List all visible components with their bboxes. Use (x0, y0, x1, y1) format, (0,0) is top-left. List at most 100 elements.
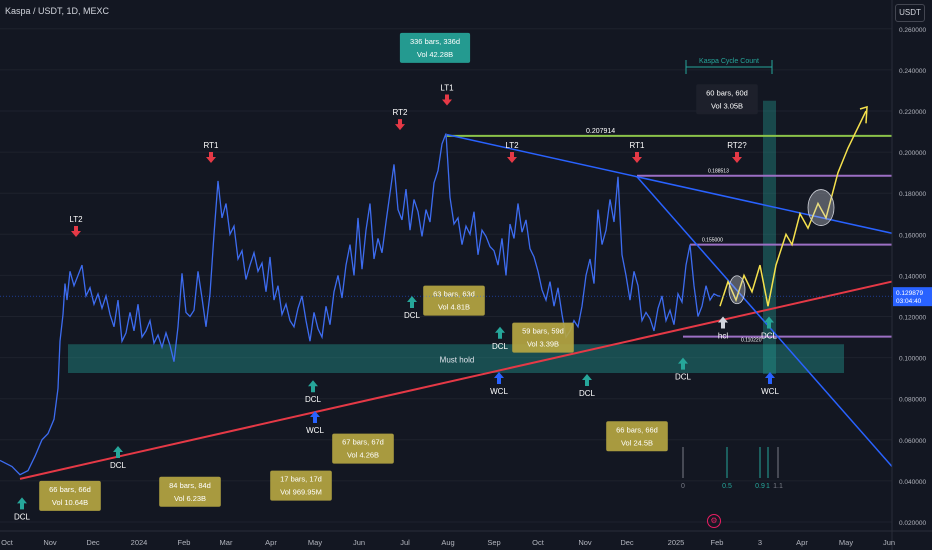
up-arrow-icon (764, 316, 774, 329)
x-tick-label: Apr (265, 538, 277, 547)
x-tick-label: May (839, 538, 853, 547)
down-arrow-icon (71, 225, 81, 237)
up-arrow-icon (113, 445, 123, 458)
up-arrow-icon (310, 411, 320, 424)
up-arrow-icon (308, 380, 318, 393)
level-label: 0.207914 (586, 128, 615, 135)
x-tick-label: Mar (220, 538, 233, 547)
down-arrow-icon (507, 151, 517, 163)
cycle-tick-label: 0.5 (722, 483, 732, 490)
support-trendline (19, 280, 893, 480)
x-tick-label: Feb (178, 538, 191, 547)
level-label: 0.188513 (708, 169, 729, 175)
cycle-column (763, 100, 776, 375)
x-tick-label: Nov (43, 538, 57, 547)
marker-label: DCL (404, 311, 421, 320)
cycle-tick-label: 0.9 (755, 483, 765, 490)
measure-bars: 336 bars, 336d (410, 37, 460, 46)
x-tick-label: Jul (400, 538, 410, 547)
breakdown-trendline (636, 176, 893, 468)
up-arrow-icon (678, 357, 688, 370)
y-tick-label: 0.260000 (899, 27, 926, 34)
x-tick-label: 2024 (131, 538, 148, 547)
measure-volume: Vol 24.5B (621, 438, 653, 447)
marker-label: WCL (761, 387, 779, 396)
marker-label: RT1 (204, 141, 220, 150)
measure-box (332, 433, 394, 464)
measure-box (423, 285, 485, 316)
marker-label: RT1 (630, 141, 646, 150)
measure-volume: Vol 42.28B (417, 50, 453, 59)
cycle-tick-label: 0 (681, 483, 685, 490)
x-tick-label: Oct (1, 538, 14, 547)
y-tick-label: 0.140000 (899, 273, 926, 280)
up-arrow-icon (582, 374, 592, 387)
marker-label: hcl (718, 332, 728, 341)
x-tick-label: Feb (711, 538, 724, 547)
y-tick-label: 0.220000 (899, 109, 926, 116)
measure-bars: 60 bars, 60d (706, 88, 748, 97)
marker-label: DCL (761, 332, 778, 341)
marker-label: RT2 (393, 108, 409, 117)
x-tick-label: Nov (578, 538, 592, 547)
y-tick-label: 0.160000 (899, 232, 926, 239)
currency-button[interactable]: USDT (895, 4, 925, 22)
marker-label: DCL (675, 373, 692, 382)
cycle-tick-label: 1 (766, 483, 770, 490)
down-arrow-icon (395, 119, 405, 131)
marker-label: LT1 (440, 83, 454, 92)
x-tick-label: Jun (883, 538, 895, 547)
up-arrow-icon (407, 295, 417, 308)
x-tick-label: 3 (758, 538, 762, 547)
symbol-title: Kaspa / USDT, 1D, MEXC (5, 6, 110, 16)
down-arrow-icon (732, 151, 742, 163)
marker-label: WCL (490, 387, 508, 396)
measure-volume: Vol 4.26B (347, 451, 379, 460)
current-price-countdown: 03:04:40 (896, 298, 922, 305)
measure-volume: Vol 6.23B (174, 494, 206, 503)
measure-volume: Vol 4.81B (438, 303, 470, 312)
measure-box (39, 480, 101, 511)
up-arrow-icon (495, 326, 505, 339)
marker-label: DCL (110, 461, 127, 470)
measure-bars: 59 bars, 59d (522, 327, 564, 336)
y-tick-label: 0.120000 (899, 315, 926, 322)
current-price-badge (893, 287, 932, 307)
y-tick-label: 0.200000 (899, 150, 926, 157)
y-tick-label: 0.040000 (899, 479, 926, 486)
measure-box (606, 421, 668, 452)
settings-icon[interactable]: ⚙ (707, 514, 721, 528)
marker-label: DCL (305, 395, 322, 404)
measure-bars: 63 bars, 63d (433, 290, 475, 299)
measure-bars: 66 bars, 66d (49, 485, 91, 494)
x-tick-label: Jun (353, 538, 365, 547)
must-hold-zone (68, 344, 844, 374)
marker-label: RT2? (727, 141, 747, 150)
resistance-trendline (446, 133, 893, 235)
marker-label: WCL (306, 426, 324, 435)
y-tick-label: 0.100000 (899, 356, 926, 363)
y-tick-label: 0.020000 (899, 520, 926, 527)
level-label: 0.110220 (741, 338, 762, 344)
y-tick-label: 0.080000 (899, 397, 926, 404)
marker-label: DCL (492, 342, 509, 351)
price-line (0, 133, 721, 476)
down-arrow-icon (442, 94, 452, 106)
level-label: 0.155000 (702, 238, 723, 244)
cycle-label: Kaspa Cycle Count (699, 58, 759, 65)
measure-bars: 67 bars, 67d (342, 438, 384, 447)
marker-label: LT2 (505, 141, 519, 150)
x-tick-label: May (308, 538, 322, 547)
x-tick-label: Apr (796, 538, 808, 547)
measure-volume: Vol 10.64B (52, 498, 88, 507)
up-arrow-icon (718, 316, 728, 329)
measure-volume: Vol 969.95M (280, 488, 322, 497)
down-arrow-icon (206, 151, 216, 163)
projection-arrowhead (859, 105, 868, 124)
measure-bars: 17 bars, 17d (280, 475, 322, 484)
projection-ellipse (728, 275, 746, 305)
measure-volume: Vol 3.39B (527, 340, 559, 349)
y-tick-label: 0.060000 (899, 438, 926, 445)
measure-box (159, 476, 221, 507)
